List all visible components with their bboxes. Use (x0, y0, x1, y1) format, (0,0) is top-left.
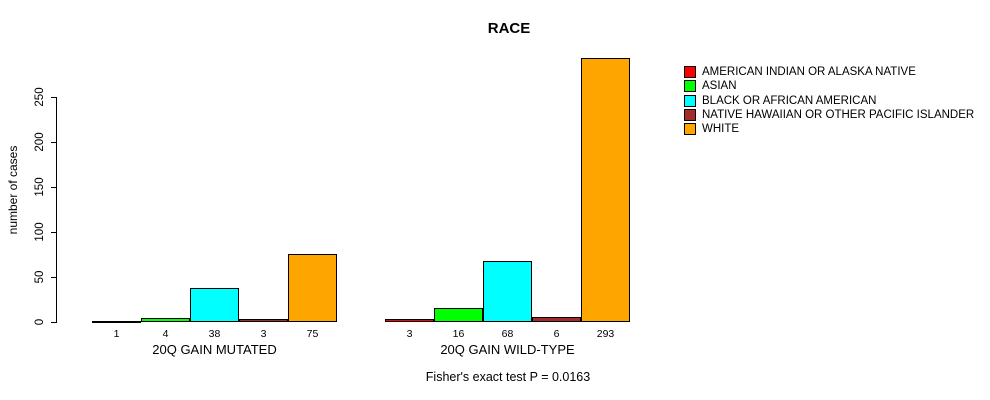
legend-swatch (684, 123, 696, 136)
legend-label: ASIAN (702, 80, 737, 93)
bar-value-label: 3 (406, 328, 413, 340)
legend-label: BLACK OR AFRICAN AMERICAN (702, 94, 877, 107)
bar-black-or-african-american (190, 288, 239, 322)
bar-value-label: 6 (553, 328, 560, 340)
y-tick (51, 277, 57, 278)
bar-value-label: 1 (113, 328, 120, 340)
y-tick-label: 0 (34, 318, 46, 326)
bar-american-indian-or-alaska-native (92, 321, 141, 323)
chart-title: RACE (487, 20, 531, 37)
bar-white (288, 254, 337, 322)
bar-asian (434, 308, 483, 322)
legend-label: AMERICAN INDIAN OR ALASKA NATIVE (702, 66, 916, 78)
bar-native-hawaiian-or-other-pacific-islander (532, 317, 581, 322)
bar-value-label: 293 (596, 328, 615, 340)
bar-native-hawaiian-or-other-pacific-islander (239, 319, 288, 322)
bar-value-label: 38 (208, 328, 221, 340)
bar-value-label: 3 (260, 328, 267, 340)
bar-black-or-african-american (483, 261, 532, 322)
legend-swatch (684, 108, 696, 121)
y-tick (51, 142, 57, 143)
bar-asian (141, 318, 190, 322)
y-tick-label: 250 (34, 87, 46, 107)
y-tick-label: 200 (34, 132, 46, 152)
bar-value-label: 16 (452, 328, 465, 340)
y-tick-label: 50 (34, 270, 46, 284)
legend-swatch (684, 94, 696, 107)
legend-label: NATIVE HAWAIIAN OR OTHER PACIFIC ISLANDE… (702, 108, 975, 121)
y-axis-line (56, 97, 57, 323)
bar-american-indian-or-alaska-native (385, 319, 434, 322)
y-tick-label: 100 (34, 222, 46, 242)
y-tick (51, 97, 57, 98)
y-axis-label: number of cases (6, 145, 20, 235)
legend-swatch (684, 80, 696, 93)
y-tick (51, 232, 57, 233)
x-category-label: 20Q GAIN WILD-TYPE (440, 342, 575, 357)
x-category-label: 20Q GAIN MUTATED (152, 342, 277, 357)
y-tick (51, 187, 57, 188)
legend-label: WHITE (702, 123, 740, 136)
bar-value-label: 4 (162, 328, 169, 340)
bar-white (581, 58, 630, 322)
bar-value-label: 75 (306, 328, 319, 340)
legend-swatch (684, 66, 696, 78)
y-tick (51, 322, 57, 323)
bar-value-label: 68 (501, 328, 514, 340)
stat-test-caption: Fisher's exact test P = 0.0163 (425, 370, 591, 384)
y-tick-label: 150 (34, 177, 46, 197)
